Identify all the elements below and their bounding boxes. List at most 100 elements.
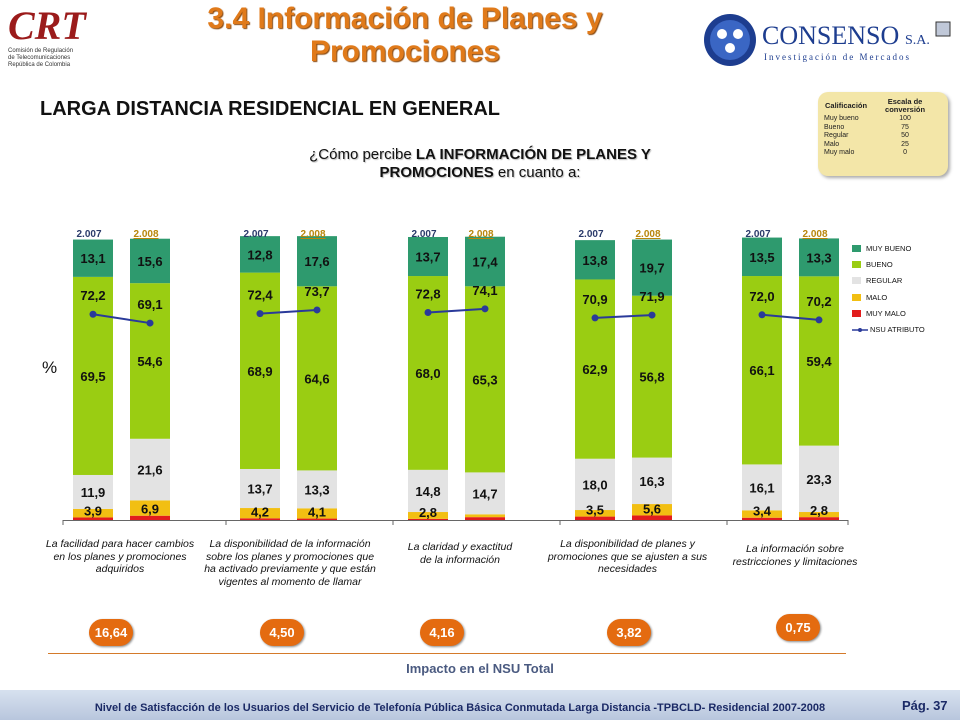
impact-divider: [48, 653, 846, 654]
year-label: 2.007: [411, 229, 436, 240]
chart-legend: MUY BUENO BUENO REGULAR MALO MUY MALO NS…: [852, 240, 960, 338]
nsu-point: [313, 306, 321, 314]
data-label-regular: 16,3: [639, 474, 664, 489]
scale-header-value: Escala de conversión: [885, 97, 926, 114]
bar-segment-malo: [240, 508, 280, 519]
year-label: 2.008: [635, 229, 660, 240]
bar-segment-bueno: [408, 276, 448, 470]
question-bold2: PROMOCIONES: [379, 164, 494, 181]
footer-text: Nivel de Satisfacción de los Usuarios de…: [94, 702, 826, 714]
data-label-bueno: 54,6: [137, 354, 162, 369]
consenso-suffix: S.A.: [905, 33, 930, 48]
year-label: 2.008: [802, 229, 827, 240]
data-label-bueno: 65,3: [472, 372, 497, 387]
bar-segment-bueno: [632, 295, 672, 458]
legend-label: NSU ATRIBUTO: [870, 325, 925, 335]
bar-segment-regular: [297, 470, 337, 509]
bar-segment-malo: [408, 512, 448, 519]
category-label: La disponibilidad de planes y promocione…: [547, 538, 708, 575]
bar-segment-muy-bueno: [240, 236, 280, 273]
bar-segment-muy-malo: [408, 518, 448, 520]
nsu-point: [481, 305, 489, 313]
nsu-line: [761, 313, 820, 321]
category-label: La información sobre restricciones y lim…: [732, 543, 858, 568]
data-label-bueno: 64,6: [304, 371, 329, 386]
bar-segment-muy-malo: [297, 518, 337, 520]
data-label-regular: 14,8: [415, 484, 440, 499]
page-title-line1: 3.4 Información de Planes y: [207, 2, 603, 35]
nsu-point: [815, 316, 823, 324]
legend-item-nsu: NSU ATRIBUTO: [852, 321, 960, 337]
legend-label: REGULAR: [866, 276, 903, 286]
data-label-bueno: 56,8: [639, 370, 664, 385]
scale-value: 75: [901, 123, 909, 131]
question-text: ¿Cómo percibe LA INFORMACIÓN DE PLANES Y…: [240, 146, 720, 182]
impact-badge: 3,82: [607, 619, 651, 646]
scale-row: Muy bueno 100: [824, 115, 942, 124]
nsu-label: 72,4: [247, 288, 273, 303]
crt-sub-line: Comisión de Regulación: [8, 48, 74, 54]
data-label-bueno: 69,5: [80, 369, 105, 384]
year-label: 2.008: [300, 229, 325, 240]
bar-segment-muy-bueno: [465, 236, 505, 287]
nsu-label: 72,0: [749, 289, 774, 304]
data-label-malo: 4,1: [308, 505, 326, 520]
impact-badge: 4,50: [260, 619, 304, 646]
data-label-bueno: 68,0: [415, 366, 440, 381]
conversion-scale-table: Calificación Escala de conversión Muy bu…: [818, 92, 948, 176]
bar-segment-regular: [130, 438, 170, 501]
data-label-muy-bueno: 13,7: [415, 250, 440, 265]
crt-sub-line: República de Colombia: [8, 62, 71, 68]
crt-sub-line: de Telecomunicaciones: [8, 55, 71, 61]
bar-segment-muy-bueno: [632, 239, 672, 296]
nsu-label: 74,1: [472, 283, 497, 298]
data-label-muy-bueno: 17,4: [472, 255, 498, 270]
page-number: Pág. 37: [902, 698, 948, 713]
data-label-muy-bueno: 13,3: [806, 250, 831, 265]
scale-row: Regular 50: [824, 132, 942, 141]
bar-segment-malo: [742, 510, 782, 518]
crt-logo-subtitle: Comisión de Regulación de Telecomunicaci…: [8, 48, 100, 69]
scale-value: 25: [901, 140, 909, 148]
legend-label: MALO: [866, 292, 888, 302]
data-label-malo: 6,9: [141, 502, 159, 517]
legend-swatch: [852, 277, 861, 285]
page-title: 3.4 Información de Planes y Promociones: [110, 2, 700, 68]
year-label: 2.007: [578, 229, 603, 240]
data-label-malo: 2,8: [419, 505, 437, 520]
legend-swatch: [852, 260, 861, 268]
nsu-point: [146, 319, 154, 327]
bar-segment-regular: [632, 457, 672, 505]
bar-segment-regular: [73, 474, 113, 509]
impact-badge: 4,16: [420, 619, 464, 646]
scale-header-rating: Calificación: [825, 101, 868, 110]
bar-segment-regular: [408, 469, 448, 513]
data-label-bueno: 68,9: [247, 364, 272, 379]
consenso-logo-graphic: CONSENSO S.A. Investigación de Mercados: [704, 14, 951, 66]
bar-segment-muy-malo: [742, 517, 782, 520]
nsu-label: 70,2: [806, 294, 831, 309]
bar-segment-muy-malo: [799, 517, 839, 520]
legend-swatch: [852, 244, 861, 252]
impact-badge: 0,75: [776, 614, 820, 641]
data-label-bueno: 66,1: [749, 363, 774, 378]
data-label-muy-bueno: 13,5: [749, 250, 774, 265]
year-label: 2.008: [133, 229, 158, 240]
question-bold1: LA INFORMACIÓN DE PLANES Y: [415, 146, 651, 163]
y-axis-unit: %: [42, 358, 58, 377]
scale-label: Regular: [824, 132, 849, 139]
scale-label: Bueno: [824, 123, 845, 131]
bar-segment-muy-malo: [465, 517, 505, 520]
data-label-regular: 13,3: [304, 482, 329, 497]
consenso-tagline: Investigación de Mercados: [764, 52, 911, 62]
scale-row: Malo 25: [824, 141, 942, 150]
bar-segment-muy-bueno: [742, 237, 782, 277]
section-title: LARGA DISTANCIA RESIDENCIAL EN GENERAL: [40, 98, 501, 120]
data-label-malo: 3,4: [753, 504, 772, 519]
nsu-label: 72,8: [415, 287, 440, 302]
bar-segment-regular: [575, 458, 615, 511]
question-suffix: en cuanto a:: [493, 164, 581, 181]
bar-segment-muy-malo: [240, 518, 280, 520]
category-label: La claridad y exactitud de la informació…: [407, 541, 513, 566]
legend-label: MUY MALO: [866, 308, 906, 318]
